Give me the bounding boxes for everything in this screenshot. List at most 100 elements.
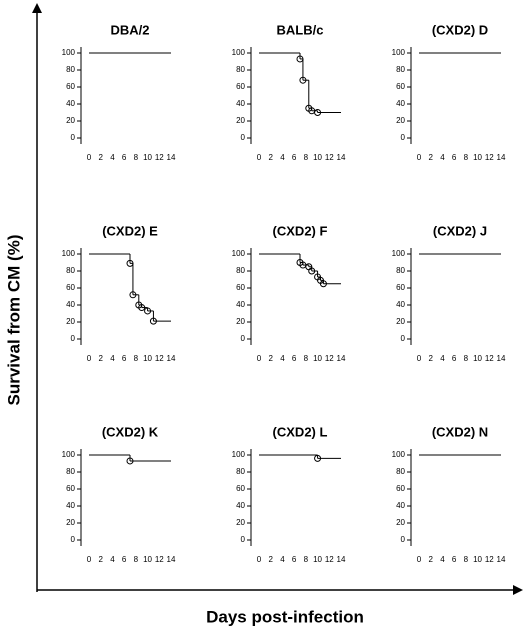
x-tick-label: 4 — [280, 354, 285, 363]
y-tick-label: 0 — [401, 535, 406, 544]
x-tick-label: 10 — [473, 555, 482, 564]
x-tick-label: 2 — [428, 555, 433, 564]
y-tick-label: 100 — [62, 249, 76, 258]
x-tick-label: 14 — [167, 153, 176, 162]
y-tick-label: 40 — [396, 99, 405, 108]
y-tick-label: 80 — [66, 467, 75, 476]
x-tick-label: 8 — [134, 555, 139, 564]
x-tick-label: 6 — [292, 555, 297, 564]
x-tick-label: 2 — [428, 354, 433, 363]
x-tick-label: 12 — [325, 153, 334, 162]
x-tick-label: 14 — [167, 354, 176, 363]
x-tick-label: 14 — [337, 354, 346, 363]
y-tick-label: 40 — [396, 300, 405, 309]
y-tick-label: 20 — [66, 116, 75, 125]
x-tick-label: 6 — [292, 354, 297, 363]
y-tick-label: 40 — [236, 300, 245, 309]
y-tick-label: 0 — [241, 535, 246, 544]
x-tick-label: 12 — [485, 354, 494, 363]
x-tick-label: 0 — [417, 354, 422, 363]
x-label: Days post-infection — [206, 607, 364, 626]
y-tick-label: 60 — [66, 283, 75, 292]
x-tick-label: 6 — [452, 555, 457, 564]
y-tick-label: 20 — [396, 317, 405, 326]
panel-title: DBA/2 — [110, 22, 149, 37]
x-tick-label: 4 — [110, 153, 115, 162]
y-tick-label: 60 — [236, 283, 245, 292]
panel-title: (CXD2) F — [273, 223, 328, 238]
event-marker — [319, 280, 327, 288]
y-tick-label: 20 — [236, 518, 245, 527]
y-tick-label: 60 — [236, 82, 245, 91]
y-tick-label: 0 — [71, 133, 76, 142]
y-tick-label: 60 — [66, 484, 75, 493]
y-tick-label: 80 — [236, 65, 245, 74]
y-tick-label: 0 — [71, 334, 76, 343]
x-tick-label: 4 — [440, 354, 445, 363]
event-marker — [314, 109, 322, 116]
y-tick-label: 80 — [396, 65, 405, 74]
x-tick-label: 10 — [313, 354, 322, 363]
event-marker — [126, 457, 134, 465]
x-tick-label: 8 — [464, 153, 469, 162]
panel-title: (CXD2) N — [432, 424, 488, 439]
x-tick-label: 0 — [417, 555, 422, 564]
x-tick-label: 6 — [122, 153, 127, 162]
event-marker — [314, 454, 322, 462]
y-tick-label: 40 — [236, 501, 245, 510]
x-tick-label: 2 — [428, 153, 433, 162]
x-tick-label: 8 — [464, 354, 469, 363]
y-tick-label: 80 — [66, 65, 75, 74]
x-tick-label: 6 — [122, 555, 127, 564]
x-tick-label: 14 — [497, 153, 506, 162]
x-tick-label: 4 — [280, 153, 285, 162]
x-tick-label: 6 — [452, 354, 457, 363]
x-tick-label: 2 — [268, 555, 273, 564]
x-tick-label: 14 — [167, 555, 176, 564]
x-tick-label: 10 — [473, 153, 482, 162]
y-tick-label: 80 — [236, 266, 245, 275]
x-tick-label: 8 — [134, 153, 139, 162]
x-tick-label: 2 — [98, 555, 103, 564]
y-tick-label: 100 — [232, 249, 246, 258]
y-tick-label: 0 — [241, 334, 246, 343]
y-tick-label: 40 — [396, 501, 405, 510]
x-tick-label: 0 — [257, 555, 262, 564]
x-tick-label: 2 — [268, 354, 273, 363]
panel-title: (CXD2) D — [432, 22, 488, 37]
x-tick-label: 10 — [313, 153, 322, 162]
y-tick-label: 20 — [236, 116, 245, 125]
y-tick-label: 0 — [241, 133, 246, 142]
y-tick-label: 100 — [232, 48, 246, 57]
x-tick-label: 4 — [280, 555, 285, 564]
x-tick-label: 8 — [134, 354, 139, 363]
y-tick-label: 80 — [66, 266, 75, 275]
x-tick-label: 8 — [304, 153, 309, 162]
y-tick-label: 60 — [236, 484, 245, 493]
x-tick-label: 0 — [417, 153, 422, 162]
event-marker — [129, 291, 137, 299]
event-marker — [149, 317, 157, 325]
panel-title: (CXD2) E — [102, 223, 158, 238]
x-tick-label: 0 — [87, 354, 92, 363]
x-tick-label: 12 — [325, 354, 334, 363]
x-tick-label: 10 — [143, 555, 152, 564]
x-tick-label: 8 — [304, 555, 309, 564]
y-tick-label: 60 — [66, 82, 75, 91]
y-tick-label: 20 — [396, 116, 405, 125]
y-tick-label: 100 — [232, 450, 246, 459]
y-tick-label: 100 — [392, 48, 406, 57]
y-tick-label: 0 — [401, 334, 406, 343]
x-tick-label: 0 — [87, 555, 92, 564]
x-tick-label: 14 — [497, 354, 506, 363]
y-tick-label: 60 — [396, 484, 405, 493]
x-tick-label: 6 — [122, 354, 127, 363]
x-tick-label: 8 — [304, 354, 309, 363]
x-tick-label: 2 — [268, 153, 273, 162]
x-tick-label: 14 — [337, 153, 346, 162]
x-tick-label: 10 — [143, 354, 152, 363]
y-tick-label: 80 — [396, 467, 405, 476]
x-tick-label: 12 — [155, 354, 164, 363]
panel-title: BALB/c — [277, 22, 324, 37]
x-tick-label: 2 — [98, 354, 103, 363]
